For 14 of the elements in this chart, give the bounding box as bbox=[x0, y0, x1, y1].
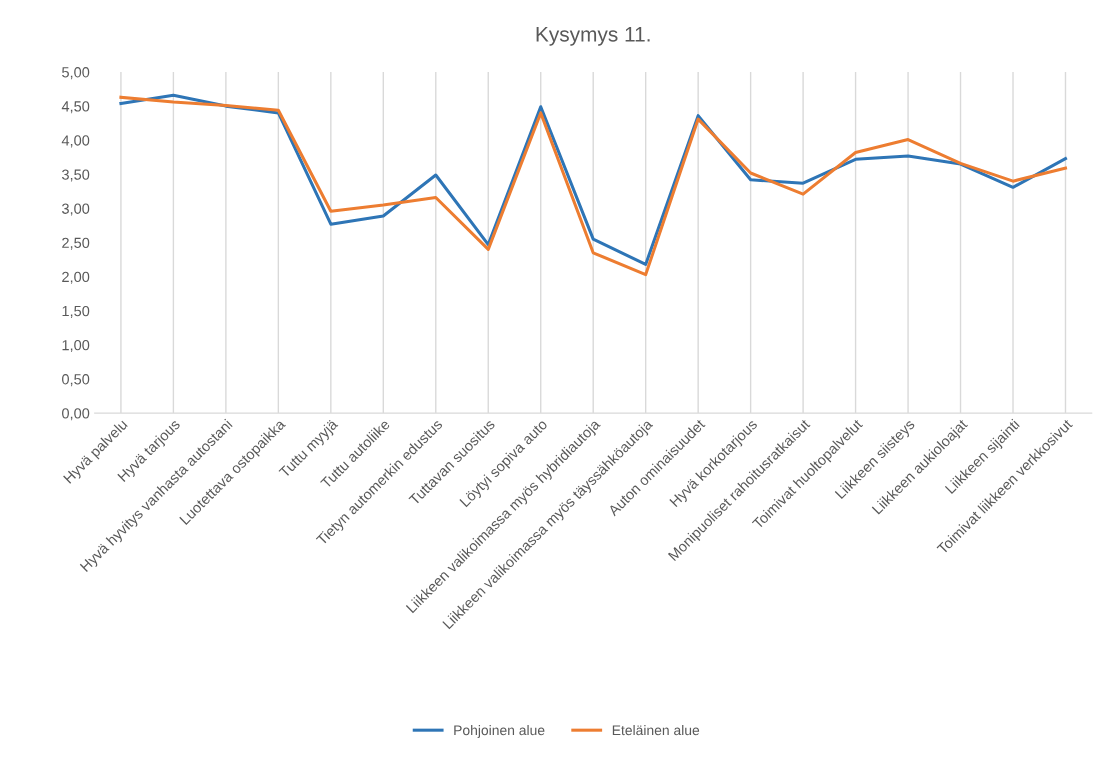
y-tick-label: 5,00 bbox=[62, 67, 90, 80]
legend-label: Eteläinen alue bbox=[612, 724, 700, 736]
y-tick-label: 2,50 bbox=[62, 237, 90, 250]
y-tick-label: 3,00 bbox=[62, 203, 90, 216]
y-tick-label: 0,00 bbox=[62, 408, 90, 421]
y-tick-label: 1,00 bbox=[62, 339, 90, 353]
y-tick-label: 1,50 bbox=[62, 305, 90, 318]
chart-title: Kysymys 11. bbox=[536, 27, 650, 46]
y-tick-label: 0,50 bbox=[62, 374, 90, 387]
y-tick-label: 4,00 bbox=[61, 135, 90, 148]
y-tick-label: 2,00 bbox=[62, 271, 90, 284]
y-tick-label: 3,50 bbox=[62, 169, 90, 182]
legend-label: Pohjoinen alue bbox=[454, 724, 545, 738]
y-tick-label: 4,50 bbox=[61, 101, 90, 114]
